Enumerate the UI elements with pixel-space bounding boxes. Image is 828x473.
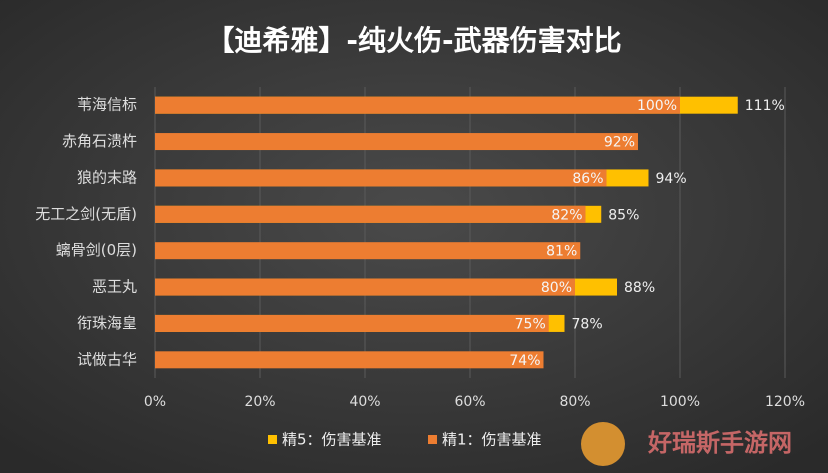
y-tick-label: 赤角石溃杵	[62, 132, 137, 150]
y-tick-label: 螭骨剑(0层)	[56, 241, 137, 259]
x-tick-label: 120%	[765, 394, 805, 410]
value-label: 81%	[546, 244, 577, 260]
bar	[155, 351, 544, 369]
value-label: 94%	[656, 171, 687, 187]
watermark: 好瑞斯手游网	[647, 429, 792, 457]
y-tick-label: 衔珠海皇	[77, 314, 137, 332]
bar	[155, 314, 549, 332]
bar	[155, 133, 638, 151]
y-tick-label: 无工之剑(无盾)	[35, 205, 137, 223]
x-tick-label: 20%	[244, 394, 275, 410]
legend-label: 精5：伤害基准	[282, 431, 382, 449]
y-tick-label: 恶王丸	[92, 278, 137, 296]
watermark-logo	[581, 422, 625, 466]
value-label: 80%	[541, 280, 572, 296]
value-label: 75%	[515, 316, 546, 332]
bar	[155, 205, 586, 223]
y-tick-label: 试做古华	[77, 350, 137, 368]
bar	[155, 169, 607, 187]
x-tick-label: 100%	[660, 394, 700, 410]
value-label: 78%	[572, 316, 603, 332]
x-tick-label: 80%	[559, 394, 590, 410]
bar	[155, 242, 581, 260]
legend-label: 精1：伤害基准	[442, 431, 542, 449]
value-label: 111%	[745, 98, 785, 114]
y-tick-label: 狼的末路	[77, 168, 137, 186]
value-label: 74%	[509, 353, 540, 369]
value-label: 82%	[551, 207, 582, 223]
bar	[155, 96, 680, 114]
value-label: 100%	[637, 98, 677, 114]
value-label: 86%	[572, 171, 603, 187]
chart-title: 【迪希雅】-纯火伤-武器伤害对比	[206, 24, 621, 57]
legend-swatch	[428, 435, 437, 444]
legend-swatch	[268, 435, 277, 444]
value-label: 85%	[608, 207, 639, 223]
x-tick-label: 40%	[349, 394, 380, 410]
x-tick-label: 60%	[454, 394, 485, 410]
value-label: 88%	[624, 280, 655, 296]
x-tick-label: 0%	[144, 394, 166, 410]
bar	[155, 278, 575, 296]
y-tick-label: 苇海信标	[77, 96, 137, 114]
value-label: 92%	[604, 135, 635, 151]
